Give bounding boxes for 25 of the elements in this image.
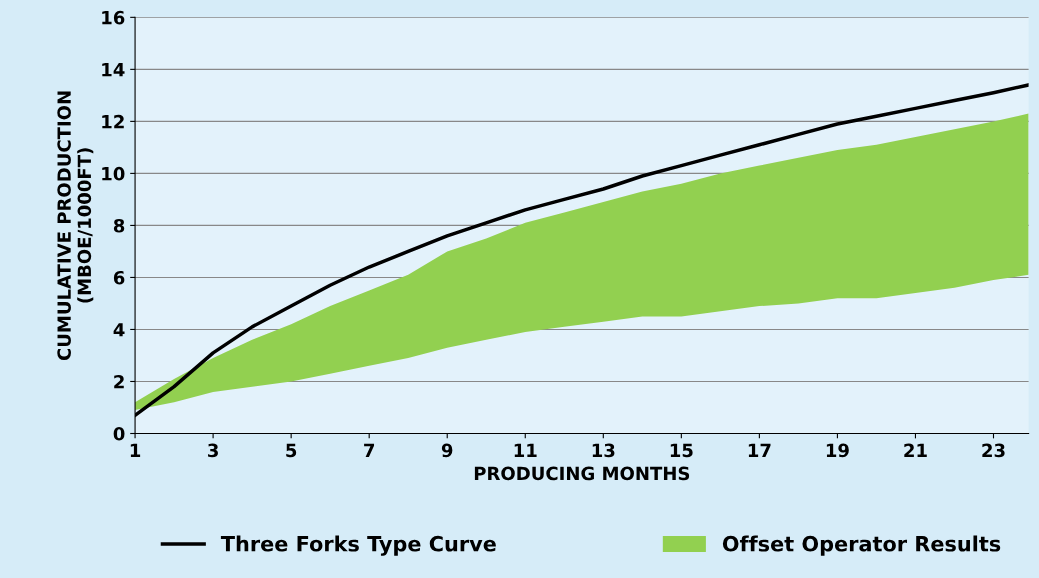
y-tick-label: 16 — [102, 10, 125, 25]
x-tick-label: 5 — [286, 443, 297, 458]
x-tick-label: 21 — [904, 443, 927, 457]
x-axis-title: PRODUCING MONTHS — [474, 466, 690, 481]
y-tick-label: 4 — [113, 323, 125, 337]
legend-label: Three Forks Type Curve — [220, 535, 496, 556]
y-tick-label: 14 — [102, 63, 125, 77]
legend-label: Offset Operator Results — [722, 535, 1001, 556]
x-tick-label: 15 — [670, 443, 693, 458]
x-tick-label: 17 — [748, 443, 771, 457]
y-tick-label: 0 — [113, 426, 125, 441]
x-tick-label: 11 — [514, 443, 537, 457]
x-tick-label: 13 — [592, 443, 615, 458]
x-tick-label: 23 — [982, 443, 1005, 458]
x-tick-label: 3 — [208, 443, 218, 458]
y-axis-title: CUMULATIVE PRODUCTION (MBOE/1000FT) — [57, 91, 94, 361]
x-tick-label: 7 — [364, 443, 375, 457]
y-tick-label: 2 — [114, 374, 124, 389]
y-tick-label: 10 — [102, 166, 125, 181]
y-tick-label: 12 — [102, 114, 124, 129]
x-tick-label: 19 — [826, 443, 849, 458]
x-tick-label: 1 — [130, 443, 141, 457]
x-tick-label: 9 — [441, 443, 453, 458]
y-tick-label: 8 — [113, 218, 125, 233]
y-tick-label: 6 — [113, 270, 125, 285]
